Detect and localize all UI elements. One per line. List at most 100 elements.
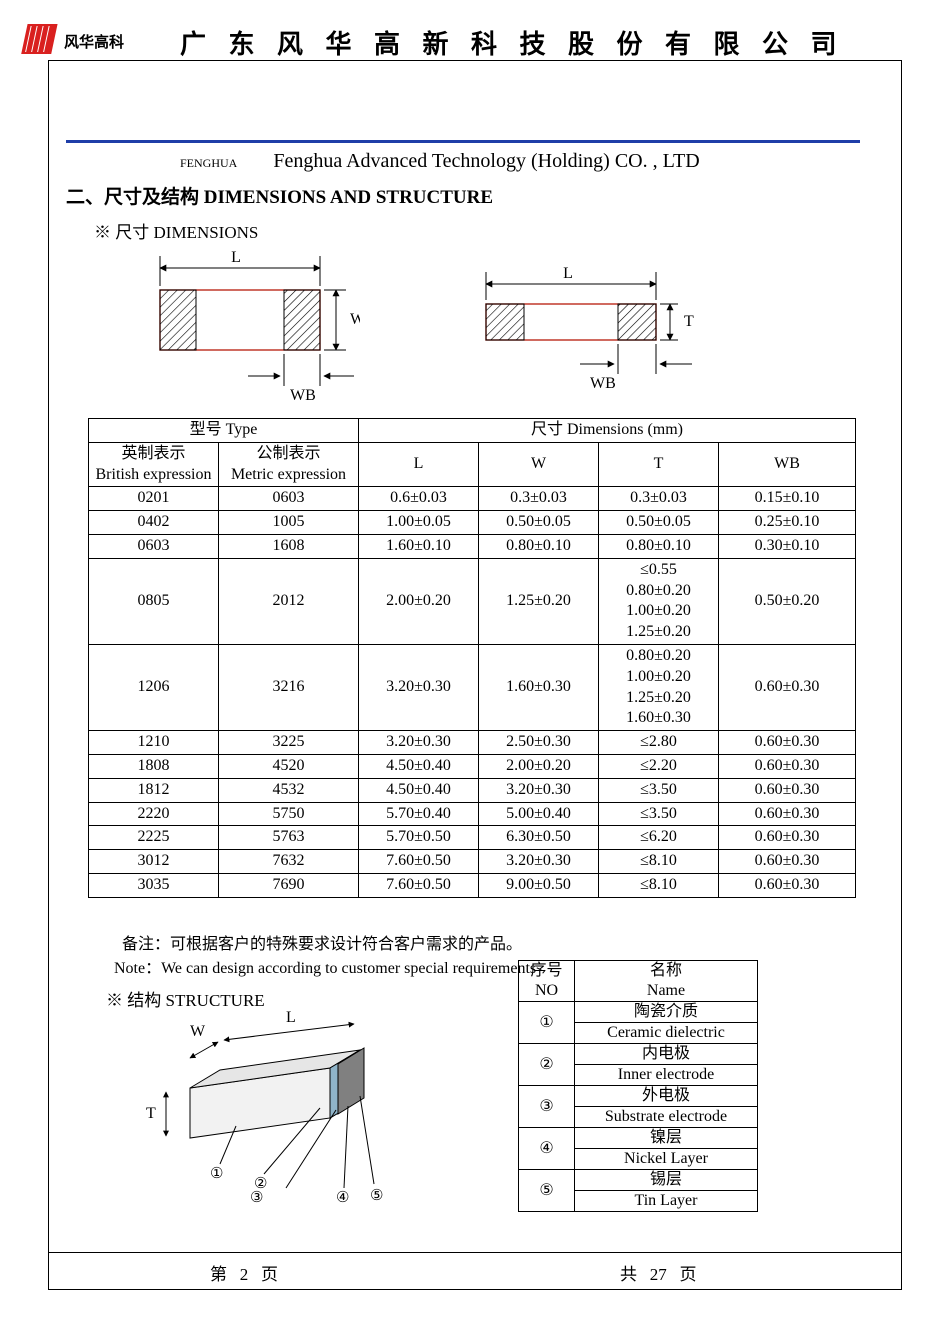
label-W: W <box>350 311 360 328</box>
table-row: ②内电极 <box>519 1044 758 1065</box>
cell-m: 4520 <box>219 754 359 778</box>
footer-left: 第 2 页 <box>210 1260 278 1285</box>
table-row: 080520122.00±0.201.25±0.20≤0.55 0.80±0.2… <box>89 558 856 644</box>
st-col-no: 序号 NO <box>519 961 575 1002</box>
cell-WB: 0.60±0.30 <box>719 826 856 850</box>
cell-b: 0603 <box>89 534 219 558</box>
cell-T: 0.3±0.03 <box>599 487 719 511</box>
th-WB: WB <box>719 442 856 487</box>
st-name-cn: 外电极 <box>575 1086 758 1107</box>
dimensions-subheading: ※ 尺寸 DIMENSIONS <box>94 218 258 243</box>
cell-b: 1808 <box>89 754 219 778</box>
cell-WB: 0.60±0.30 <box>719 754 856 778</box>
cell-b: 0402 <box>89 511 219 535</box>
cell-b: 3035 <box>89 873 219 897</box>
th-metric-en: Metric expression <box>231 466 346 483</box>
cell-b: 1210 <box>89 731 219 755</box>
cell-W: 2.50±0.30 <box>479 731 599 755</box>
cell-L: 0.6±0.03 <box>359 487 479 511</box>
table-row: ①陶瓷介质 <box>519 1002 758 1023</box>
label-T: T <box>684 313 694 330</box>
table-row: 222057505.70±0.405.00±0.40≤3.500.60±0.30 <box>89 802 856 826</box>
th-T: T <box>599 442 719 487</box>
s-n3: ③ <box>250 1190 263 1206</box>
cell-W: 0.50±0.05 <box>479 511 599 535</box>
th-british: 英制表示 British expression <box>89 442 219 487</box>
cell-m: 7632 <box>219 850 359 874</box>
s-n4: ④ <box>336 1190 349 1206</box>
cell-T: 0.80±0.20 1.00±0.20 1.25±0.20 1.60±0.30 <box>599 644 719 730</box>
table-row: 303576907.60±0.509.00±0.50≤8.100.60±0.30 <box>89 873 856 897</box>
cell-b: 0201 <box>89 487 219 511</box>
th-type: 型号 Type <box>89 419 359 443</box>
label-L2: L <box>563 265 573 282</box>
cell-L: 4.50±0.40 <box>359 754 479 778</box>
st-name-cn: 内电极 <box>575 1044 758 1065</box>
cell-L: 1.00±0.05 <box>359 511 479 535</box>
s-label-L: L <box>286 1009 296 1026</box>
cell-WB: 0.60±0.30 <box>719 731 856 755</box>
header: 风华高科 广 东 风 华 高 新 科 技 股 份 有 限 公 司 <box>0 0 950 60</box>
cell-m: 2012 <box>219 558 359 644</box>
th-british-en: British expression <box>96 466 212 483</box>
cell-T: ≤8.10 <box>599 873 719 897</box>
table-row: 060316081.60±0.100.80±0.100.80±0.100.30±… <box>89 534 856 558</box>
cell-m: 0603 <box>219 487 359 511</box>
cell-W: 6.30±0.50 <box>479 826 599 850</box>
footer-left-post: 页 <box>261 1265 278 1284</box>
cell-T: ≤8.10 <box>599 850 719 874</box>
brand-small: FENGHUA <box>180 156 237 171</box>
cell-W: 9.00±0.50 <box>479 873 599 897</box>
cell-W: 1.25±0.20 <box>479 558 599 644</box>
footer-page: 2 <box>240 1265 249 1284</box>
cell-WB: 0.50±0.20 <box>719 558 856 644</box>
footer-left-pre: 第 <box>210 1265 227 1284</box>
cell-L: 3.20±0.30 <box>359 731 479 755</box>
st-name-cn: 锡层 <box>575 1170 758 1191</box>
cell-T: ≤2.80 <box>599 731 719 755</box>
cell-b: 1206 <box>89 644 219 730</box>
cell-WB: 0.60±0.30 <box>719 802 856 826</box>
cell-b: 0805 <box>89 558 219 644</box>
cell-W: 2.00±0.20 <box>479 754 599 778</box>
table-row: 180845204.50±0.402.00±0.20≤2.200.60±0.30 <box>89 754 856 778</box>
label-WB2: WB <box>590 375 616 392</box>
st-no: ③ <box>519 1086 575 1128</box>
note-en: Note：We can design according to customer… <box>114 954 536 978</box>
company-name-en: Fenghua Advanced Technology (Holding) CO… <box>273 150 699 173</box>
st-name-en: Nickel Layer <box>575 1149 758 1170</box>
cell-b: 3012 <box>89 850 219 874</box>
cell-b: 2220 <box>89 802 219 826</box>
s-label-T: T <box>146 1105 156 1122</box>
th-metric: 公制表示 Metric expression <box>219 442 359 487</box>
cell-L: 4.50±0.40 <box>359 778 479 802</box>
cell-T: 0.50±0.05 <box>599 511 719 535</box>
cell-L: 1.60±0.10 <box>359 534 479 558</box>
s-label-W: W <box>190 1023 206 1040</box>
cell-W: 1.60±0.30 <box>479 644 599 730</box>
cell-m: 3216 <box>219 644 359 730</box>
footer-right: 共 27 页 <box>620 1260 697 1285</box>
st-no: ⑤ <box>519 1170 575 1212</box>
cell-WB: 0.60±0.30 <box>719 873 856 897</box>
dimensions-table: 型号 Type 尺寸 Dimensions (mm) 英制表示 British … <box>88 418 856 898</box>
table-row: ③外电极 <box>519 1086 758 1107</box>
st-name-cn: 陶瓷介质 <box>575 1002 758 1023</box>
dimension-diagram-side: L T WB <box>460 260 700 400</box>
cell-L: 2.00±0.20 <box>359 558 479 644</box>
logo-text-cn: 风华高科 <box>64 31 124 52</box>
st-col-name-en: Name <box>647 982 685 999</box>
cell-T: ≤3.50 <box>599 802 719 826</box>
cell-L: 7.60±0.50 <box>359 850 479 874</box>
footer-right-post: 页 <box>680 1265 697 1284</box>
table-row: 222557635.70±0.506.30±0.50≤6.200.60±0.30 <box>89 826 856 850</box>
header-rule <box>66 140 860 143</box>
cell-L: 7.60±0.50 <box>359 873 479 897</box>
company-name-cn: 广 东 风 华 高 新 科 技 股 份 有 限 公 司 <box>180 24 845 61</box>
cell-m: 3225 <box>219 731 359 755</box>
cell-m: 7690 <box>219 873 359 897</box>
cell-WB: 0.60±0.30 <box>719 778 856 802</box>
cell-b: 2225 <box>89 826 219 850</box>
cell-WB: 0.25±0.10 <box>719 511 856 535</box>
footer-right-pre: 共 <box>620 1265 637 1284</box>
